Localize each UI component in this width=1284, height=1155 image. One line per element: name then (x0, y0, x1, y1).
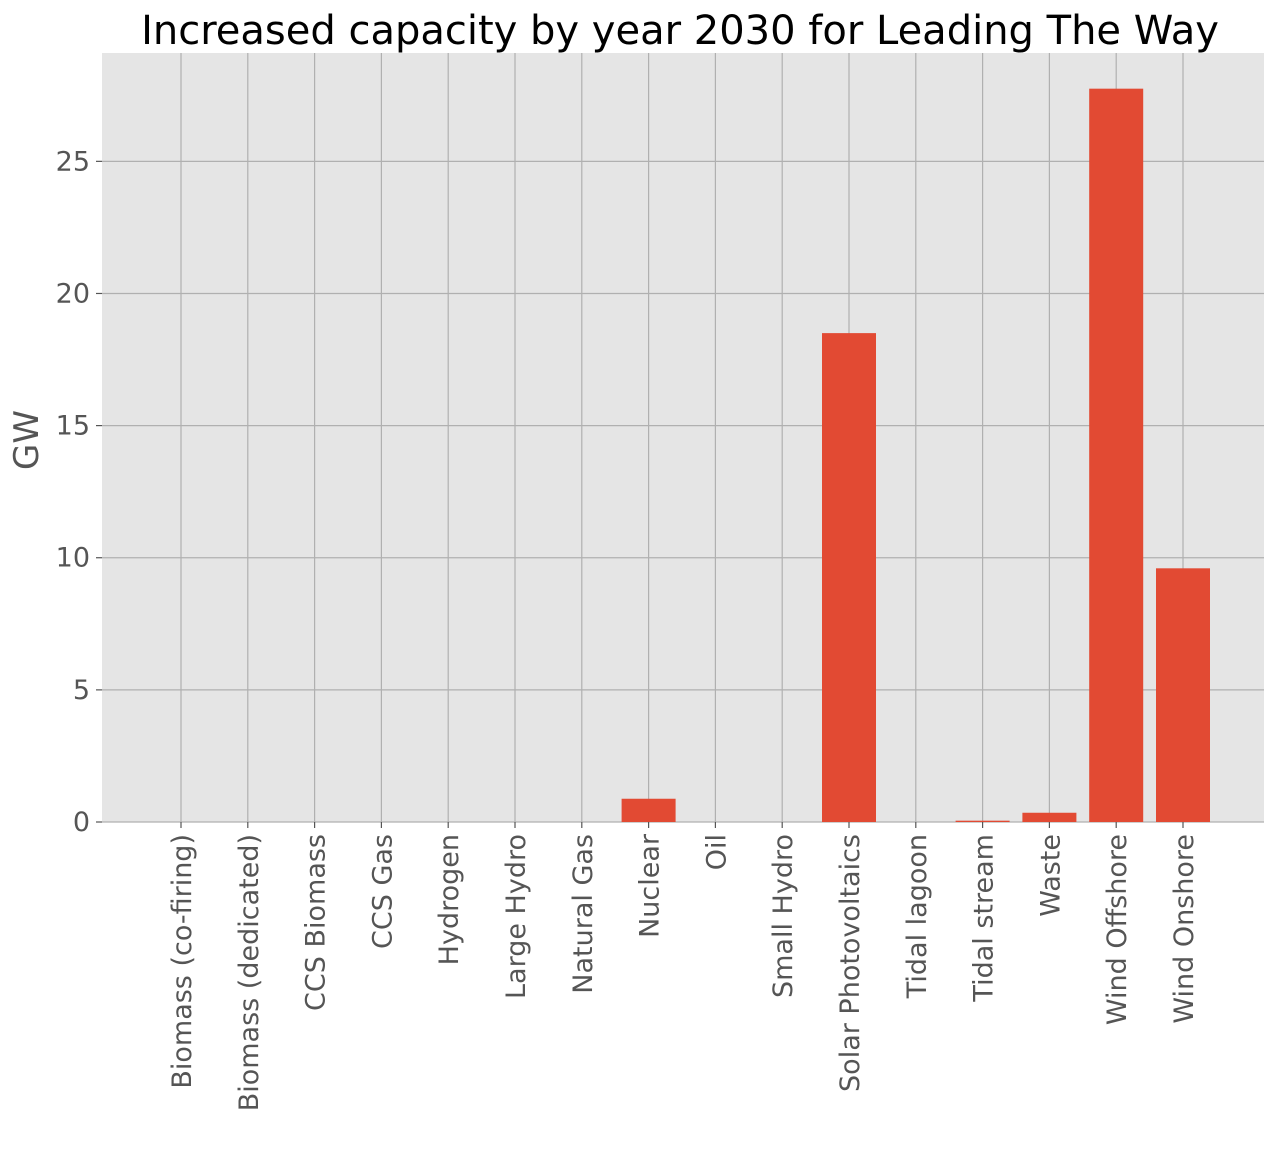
y-axis-ticks: 0 5 10 15 20 25 (56, 146, 102, 838)
x-tick-label: Nuclear (635, 833, 666, 938)
x-tick-label: Solar Photovoltaics (835, 834, 866, 1092)
x-tick-label: Large Hydro (501, 834, 532, 999)
x-tick-label: Small Hydro (768, 834, 799, 998)
x-tick-label: Wind Onshore (1169, 834, 1200, 1024)
bar-tidal-stream (955, 820, 1010, 822)
bar-wind-onshore (1156, 568, 1210, 822)
bars (621, 88, 1210, 823)
y-tick-label: 5 (73, 675, 90, 706)
x-tick-label: Biomass (co-firing) (167, 834, 198, 1089)
y-axis-label: GW (7, 410, 47, 470)
x-tick-label: Oil (701, 834, 732, 870)
x-tick-label: Biomass (dedicated) (234, 834, 265, 1111)
chart-title: Increased capacity by year 2030 for Lead… (141, 8, 1219, 54)
x-tick-label: Natural Gas (568, 834, 599, 994)
y-tick-label: 15 (56, 411, 90, 442)
x-tick-label: Wind Offshore (1102, 834, 1133, 1025)
x-tick-label: CCS Biomass (301, 834, 332, 1011)
plot-area (102, 53, 1264, 822)
bar-nuclear (621, 798, 676, 822)
y-tick-label: 0 (73, 807, 90, 838)
x-tick-label: Waste (1035, 834, 1066, 917)
grid-lines (102, 53, 1264, 823)
x-axis-ticks: Biomass (co-firing) Biomass (dedicated) CC… (167, 822, 1200, 1111)
bar-solar-photovoltaics (822, 333, 876, 822)
x-tick-label: Tidal stream (969, 834, 1000, 1003)
x-tick-label: Hydrogen (434, 834, 465, 965)
x-tick-label: Tidal lagoon (902, 834, 933, 999)
y-tick-label: 25 (56, 146, 90, 177)
y-tick-label: 20 (56, 278, 90, 309)
y-tick-label: 10 (56, 543, 90, 574)
bar-wind-offshore (1089, 88, 1144, 823)
x-tick-label: CCS Gas (367, 834, 398, 949)
bar-waste (1022, 812, 1077, 822)
